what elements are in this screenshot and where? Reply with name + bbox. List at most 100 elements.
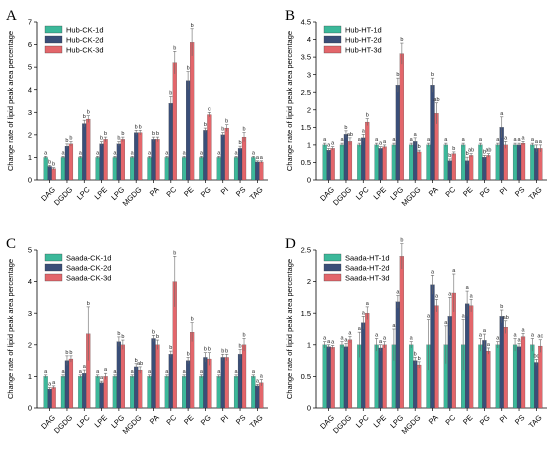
significance-label: a [462, 137, 466, 143]
significance-label: a [165, 150, 169, 156]
bar [259, 382, 264, 409]
legend-swatch [44, 35, 63, 44]
significance-label: a [410, 137, 414, 143]
significance-label: a [521, 135, 525, 141]
significance-label: a [483, 328, 487, 334]
bar [478, 344, 483, 409]
significance-label: b [366, 113, 369, 119]
legend-label: Saada-HT-1d [345, 253, 390, 262]
bar [207, 358, 212, 409]
bar [95, 157, 100, 181]
bar [520, 143, 526, 181]
bar [112, 157, 117, 181]
legend-label: Hub-HT-3d [345, 45, 382, 54]
significance-label: b [225, 348, 228, 354]
bar [233, 157, 239, 181]
x-tick-label: PE [182, 413, 195, 426]
significance-label: a [148, 150, 152, 156]
x-tick-label: DGDG [52, 185, 74, 207]
bar [512, 344, 518, 409]
x-tick-label: PI [498, 413, 509, 424]
bar [130, 376, 135, 409]
x-tick-label: PS [234, 413, 247, 426]
significance-label: a [61, 150, 65, 156]
significance-label: a [200, 150, 204, 156]
chart-panel-b: B Change rate of lipid peak area percenta… [285, 8, 547, 208]
panel-letter: B [285, 8, 295, 24]
significance-label: a [331, 339, 335, 345]
y-axis-label: Change rate of lipid peak area percentag… [285, 31, 294, 171]
y-tick-label: 3 [307, 70, 311, 79]
significance-label: a [340, 137, 344, 143]
x-tick-label: PG [478, 185, 492, 199]
bar [378, 148, 383, 181]
significance-label: b [239, 344, 242, 350]
y-tick-label: 1.5 [301, 309, 311, 318]
bar [382, 146, 387, 181]
bar [68, 143, 74, 181]
x-tick-label: PA [148, 413, 161, 426]
significance-label: b [500, 304, 503, 310]
bar [534, 148, 539, 181]
y-tick-label: 3.5 [301, 53, 311, 62]
significance-label: b [400, 238, 403, 244]
bar [43, 157, 48, 181]
bar [147, 376, 152, 409]
bar [365, 121, 370, 181]
x-tick-label: PC [443, 413, 457, 427]
bar [512, 144, 518, 181]
y-tick-label: 4.5 [301, 18, 311, 27]
bar [134, 366, 139, 409]
x-tick-label: PA [148, 185, 161, 198]
significance-label: a [323, 336, 327, 342]
bar [134, 132, 139, 181]
bar [151, 338, 156, 409]
x-tick-label: TAG [527, 413, 544, 430]
significance-label: a [435, 293, 439, 299]
significance-label: ab [485, 148, 491, 154]
bar [172, 62, 177, 181]
significance-label: a [514, 137, 518, 143]
significance-label: b [156, 131, 159, 137]
bar [60, 376, 66, 409]
bar [538, 345, 543, 409]
significance-label: a [358, 137, 362, 143]
bar [103, 139, 108, 181]
bar [182, 376, 187, 409]
bar [241, 137, 247, 181]
bar [237, 148, 243, 181]
x-tick-label: PE [182, 185, 195, 198]
significance-label: a [427, 314, 431, 320]
significance-label: a [256, 155, 260, 161]
x-tick-label: PC [164, 413, 178, 427]
bar [259, 161, 264, 181]
significance-label: a [531, 332, 535, 338]
y-axis-label: Change rate of lipid peak area percentag… [6, 31, 15, 171]
significance-label: b [169, 345, 172, 351]
x-tick-label: PG [478, 413, 492, 427]
legend-label: Hub-CK-3d [66, 45, 104, 54]
legend-swatch [44, 45, 63, 54]
y-tick-label: 2.5 [301, 246, 311, 255]
significance-label: b [48, 159, 51, 165]
bar [482, 157, 487, 181]
significance-label: b [135, 358, 138, 364]
significance-label: a [362, 128, 366, 134]
significance-label: a [504, 135, 508, 141]
bar [199, 376, 204, 409]
significance-label: b [239, 140, 242, 146]
significance-label: b [83, 114, 86, 120]
legend-label: Hub-HT-1d [345, 25, 382, 34]
x-tick-label: LPC [354, 185, 371, 202]
significance-label: a [448, 291, 452, 297]
y-tick-label: 5 [28, 246, 32, 255]
bar [430, 284, 435, 409]
y-tick-label: 3 [28, 309, 32, 318]
y-tick-label: 1 [28, 372, 32, 381]
x-tick-label: PE [461, 185, 474, 198]
x-tick-label: LPE [93, 413, 109, 429]
legend-swatch [44, 263, 63, 272]
significance-label: b [69, 136, 72, 142]
bar [530, 144, 535, 181]
bar [486, 351, 491, 409]
